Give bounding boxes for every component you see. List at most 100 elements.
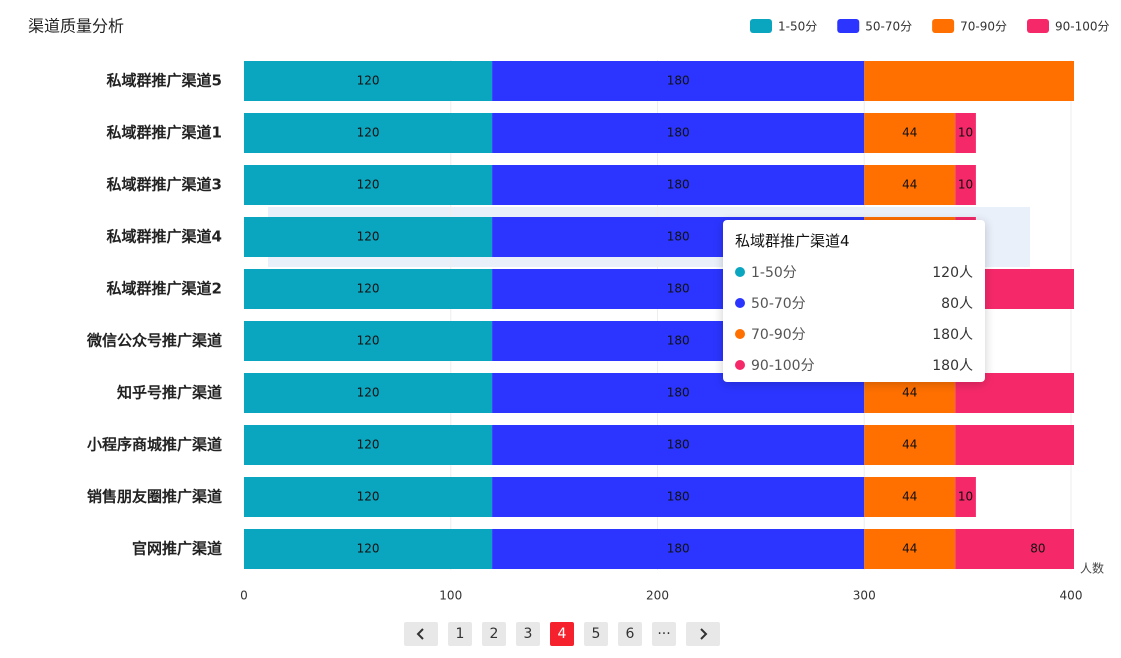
data-label: 10 — [958, 178, 973, 192]
y-tick-label: 私域群推广渠道5 — [106, 72, 222, 90]
page-button[interactable]: 3 — [516, 622, 540, 646]
data-label: 120 — [357, 490, 380, 504]
legend-label: 50-70分 — [865, 20, 912, 34]
legend-swatch — [1027, 19, 1049, 33]
bar-segment — [244, 113, 493, 153]
bar-segment — [864, 165, 956, 205]
data-label: 180 — [667, 386, 690, 400]
y-tick-label: 私域群推广渠道4 — [106, 228, 222, 246]
data-label: 120 — [357, 230, 380, 244]
page-arrow[interactable] — [404, 622, 438, 646]
data-label: 44 — [902, 542, 917, 556]
bar-segment — [955, 113, 976, 153]
x-tick-label: 100 — [439, 589, 462, 603]
data-label: 180 — [667, 178, 690, 192]
tooltip-row: 1-50分 120人 — [735, 256, 973, 287]
page-button[interactable]: 4 — [550, 622, 574, 646]
data-label: 180 — [667, 74, 690, 88]
bar-segment — [244, 217, 493, 257]
data-label: 120 — [357, 334, 380, 348]
y-tick-label: 微信公众号推广渠道 — [86, 332, 222, 350]
y-tick-label: 官网推广渠道 — [132, 540, 222, 558]
tooltip: 私域群推广渠道4 1-50分 120人 50-70分 80人 70-90分 180人 90-1… — [723, 220, 985, 382]
tooltip-name: 50-70分 — [751, 295, 806, 312]
y-tick-label: 私域群推广渠道2 — [106, 280, 222, 298]
bar-segment — [864, 529, 956, 569]
page-button[interactable]: 6 — [618, 622, 642, 646]
data-label: 180 — [667, 282, 690, 296]
page-button[interactable]: 1 — [448, 622, 472, 646]
bar-segment — [955, 425, 1074, 465]
bar-segment — [864, 477, 956, 517]
data-label: 180 — [667, 126, 690, 140]
data-label: 44 — [902, 126, 917, 140]
x-tick-label: 400 — [1060, 589, 1083, 603]
page-arrow[interactable] — [686, 622, 720, 646]
tooltip-name: 70-90分 — [751, 326, 806, 343]
y-tick-label: 小程序商城推广渠道 — [87, 436, 222, 454]
bar-segment — [244, 269, 493, 309]
tooltip-title: 私域群推广渠道4 — [735, 232, 850, 250]
tooltip-dot — [735, 266, 745, 277]
y-tick-label: 私域群推广渠道1 — [106, 124, 222, 142]
data-label: 180 — [667, 230, 690, 244]
legend-swatch — [750, 19, 772, 33]
data-label: 180 — [667, 542, 690, 556]
data-label: 10 — [958, 126, 973, 140]
bar-segment — [492, 529, 865, 569]
data-label: 10 — [958, 490, 973, 504]
page-button[interactable]: 5 — [584, 622, 608, 646]
bar-segment — [244, 425, 493, 465]
y-tick-label: 私域群推广渠道3 — [106, 176, 222, 194]
tooltip-value: 120人 — [932, 264, 973, 281]
data-label: 120 — [357, 282, 380, 296]
legend-label: 70-90分 — [960, 20, 1007, 34]
x-tick-label: 0 — [240, 589, 248, 603]
tooltip-value: 180人 — [932, 326, 973, 343]
tooltip-name: 90-100分 — [751, 357, 815, 374]
bar-segment — [864, 61, 1074, 101]
tooltip-row: 50-70分 80人 — [735, 287, 973, 318]
data-label: 120 — [357, 438, 380, 452]
bar-segment — [244, 529, 493, 569]
axis-unit: 人数 — [1080, 561, 1104, 576]
bar-segment — [244, 61, 493, 101]
tooltip-dot — [735, 359, 745, 370]
data-label: 180 — [667, 334, 690, 348]
legend-label: 1-50分 — [778, 20, 817, 34]
tooltip-row: 90-100分 180人 — [735, 349, 973, 380]
bar-segment — [864, 425, 956, 465]
tooltip-row: 70-90分 180人 — [735, 318, 973, 349]
page-button[interactable]: ··· — [652, 622, 676, 646]
bar-segment — [244, 321, 493, 361]
bar-segment — [492, 61, 865, 101]
data-label: 80 — [1030, 542, 1045, 556]
legend-swatch — [932, 19, 955, 33]
y-tick-label: 知乎号推广渠道 — [117, 384, 222, 402]
pagination: 1 2 3 4 5 6 ··· — [404, 622, 720, 646]
legend-label: 90-100分 — [1055, 20, 1110, 34]
data-label: 120 — [357, 542, 380, 556]
x-tick-label: 200 — [646, 589, 669, 603]
y-tick-label: 销售朋友圈推广渠道 — [87, 488, 222, 506]
data-label: 180 — [667, 438, 690, 452]
bar-segment — [492, 165, 865, 205]
tooltip-value: 180人 — [932, 357, 973, 374]
chart-title: 渠道质量分析 — [28, 17, 124, 36]
bar-segment — [955, 529, 1074, 569]
bar-segment — [492, 477, 865, 517]
page-button[interactable]: 2 — [482, 622, 506, 646]
bar-segment — [955, 165, 976, 205]
data-label: 120 — [357, 178, 380, 192]
bar-segment — [492, 425, 865, 465]
bar-segment — [244, 477, 493, 517]
legend-swatch — [837, 19, 860, 33]
bar-segment — [492, 113, 865, 153]
bar-segment — [955, 477, 976, 517]
data-label: 44 — [902, 178, 917, 192]
bar-segment — [244, 373, 493, 413]
tooltip-value: 80人 — [941, 295, 973, 312]
data-label: 44 — [902, 438, 917, 452]
bar-segment — [244, 165, 493, 205]
